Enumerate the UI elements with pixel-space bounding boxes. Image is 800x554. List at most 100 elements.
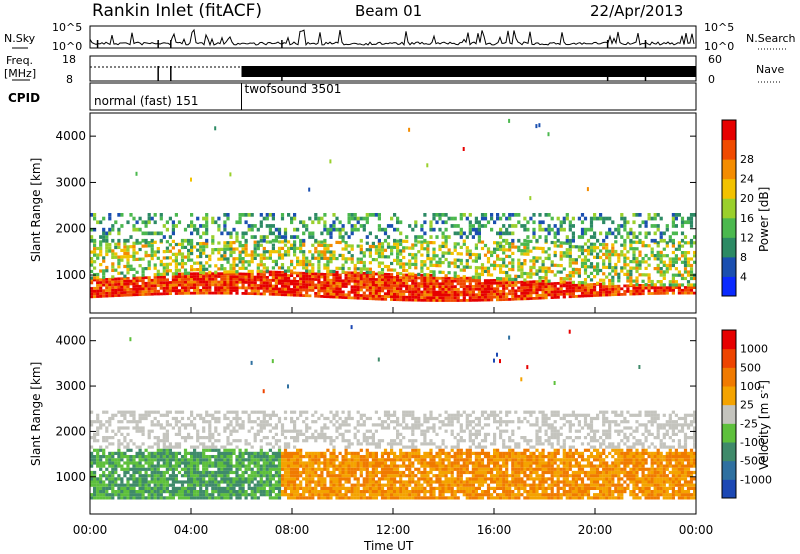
power-cell bbox=[277, 266, 282, 270]
velocity-cell bbox=[90, 455, 94, 459]
velocity-cell bbox=[305, 486, 309, 490]
power-cell bbox=[532, 227, 536, 232]
velocity-cell bbox=[199, 490, 203, 494]
power-cell bbox=[553, 241, 557, 245]
power-cell bbox=[238, 244, 242, 248]
power-cell bbox=[393, 245, 397, 249]
power-cell bbox=[162, 269, 166, 273]
power-cell bbox=[283, 238, 288, 243]
power-cell bbox=[250, 260, 254, 264]
power-cell bbox=[438, 247, 442, 252]
velocity-cell bbox=[165, 436, 169, 440]
power-cell bbox=[356, 260, 360, 264]
power-cell bbox=[117, 294, 121, 297]
power-cell bbox=[93, 227, 97, 232]
power-cell bbox=[344, 260, 348, 264]
power-cell bbox=[129, 288, 133, 291]
power-cell bbox=[296, 263, 300, 267]
power-cell bbox=[302, 266, 306, 270]
power-cell bbox=[589, 242, 594, 246]
velocity-cell bbox=[244, 458, 248, 462]
velocity-cell bbox=[183, 493, 188, 497]
power-cell bbox=[117, 291, 121, 295]
power-cell bbox=[477, 282, 481, 285]
power-cell bbox=[356, 294, 360, 297]
power-cell bbox=[420, 296, 424, 299]
power-cell bbox=[99, 281, 103, 284]
velocity-cell bbox=[129, 493, 133, 497]
velocity-cell bbox=[241, 486, 245, 490]
power-cell bbox=[168, 216, 172, 221]
power-cell bbox=[411, 276, 415, 280]
power-cell bbox=[562, 267, 566, 271]
power-cell bbox=[614, 290, 618, 294]
power-cell bbox=[459, 299, 463, 302]
power-cell bbox=[505, 271, 509, 275]
power-cell bbox=[435, 293, 439, 297]
power-cell bbox=[290, 259, 294, 263]
power-cell bbox=[262, 235, 266, 239]
power-cell bbox=[414, 284, 418, 288]
power-cell bbox=[329, 243, 333, 248]
power-cell bbox=[529, 265, 533, 269]
velocity-cell bbox=[229, 486, 233, 490]
power-cell bbox=[659, 216, 663, 221]
power-cell bbox=[217, 275, 221, 278]
velocity-cell bbox=[247, 451, 251, 455]
velocity-cell bbox=[183, 467, 188, 471]
power-cell bbox=[308, 231, 312, 236]
power-cell bbox=[462, 147, 465, 151]
power-cell bbox=[429, 287, 433, 291]
power-cell bbox=[538, 213, 542, 217]
power-cell bbox=[217, 216, 221, 221]
power-cell bbox=[568, 245, 572, 249]
power-cell bbox=[362, 283, 366, 286]
power-cell bbox=[617, 275, 621, 280]
power-cell bbox=[605, 216, 609, 221]
power-cell bbox=[420, 279, 424, 283]
power-cell bbox=[680, 273, 685, 277]
power-cell bbox=[586, 291, 591, 295]
velocity-cell bbox=[141, 413, 145, 417]
velocity-cell bbox=[226, 477, 230, 481]
power-cell bbox=[196, 291, 200, 295]
power-cell bbox=[547, 269, 551, 274]
power-cell bbox=[190, 242, 194, 246]
power-cell bbox=[547, 282, 551, 286]
power-cell bbox=[132, 257, 136, 262]
power-cell bbox=[453, 248, 457, 252]
power-cell bbox=[105, 246, 109, 250]
power-cell bbox=[265, 289, 269, 293]
velocity-cell bbox=[162, 413, 166, 417]
velocity-cell bbox=[362, 461, 366, 465]
power-cell bbox=[605, 249, 609, 253]
power-cell bbox=[393, 295, 397, 299]
power-cell bbox=[156, 269, 160, 273]
power-cell bbox=[429, 274, 433, 277]
velocity-cell bbox=[347, 464, 351, 468]
power-cell bbox=[656, 227, 660, 232]
power-cell bbox=[414, 224, 418, 228]
power-cell bbox=[205, 291, 209, 295]
velocity-cell bbox=[168, 483, 172, 487]
velocity-cell bbox=[196, 480, 200, 484]
velocity-cell bbox=[132, 458, 136, 462]
power-cell bbox=[283, 285, 288, 288]
velocity-cell bbox=[117, 483, 121, 487]
power-cell bbox=[262, 246, 266, 251]
velocity-cell bbox=[208, 445, 212, 449]
velocity-cell bbox=[208, 439, 212, 443]
power-cell bbox=[193, 286, 197, 289]
power-cell bbox=[635, 263, 639, 267]
power-cell bbox=[668, 260, 672, 264]
velocity-cell bbox=[211, 413, 215, 417]
power-cell bbox=[556, 238, 560, 243]
velocity-cell bbox=[202, 458, 206, 462]
velocity-cell bbox=[293, 426, 297, 430]
power-cell bbox=[147, 292, 151, 296]
velocity-cell bbox=[302, 467, 306, 471]
velocity-cell bbox=[323, 439, 327, 443]
power-cell bbox=[680, 244, 685, 248]
power-cell bbox=[417, 287, 421, 291]
velocity-cell bbox=[183, 470, 188, 475]
